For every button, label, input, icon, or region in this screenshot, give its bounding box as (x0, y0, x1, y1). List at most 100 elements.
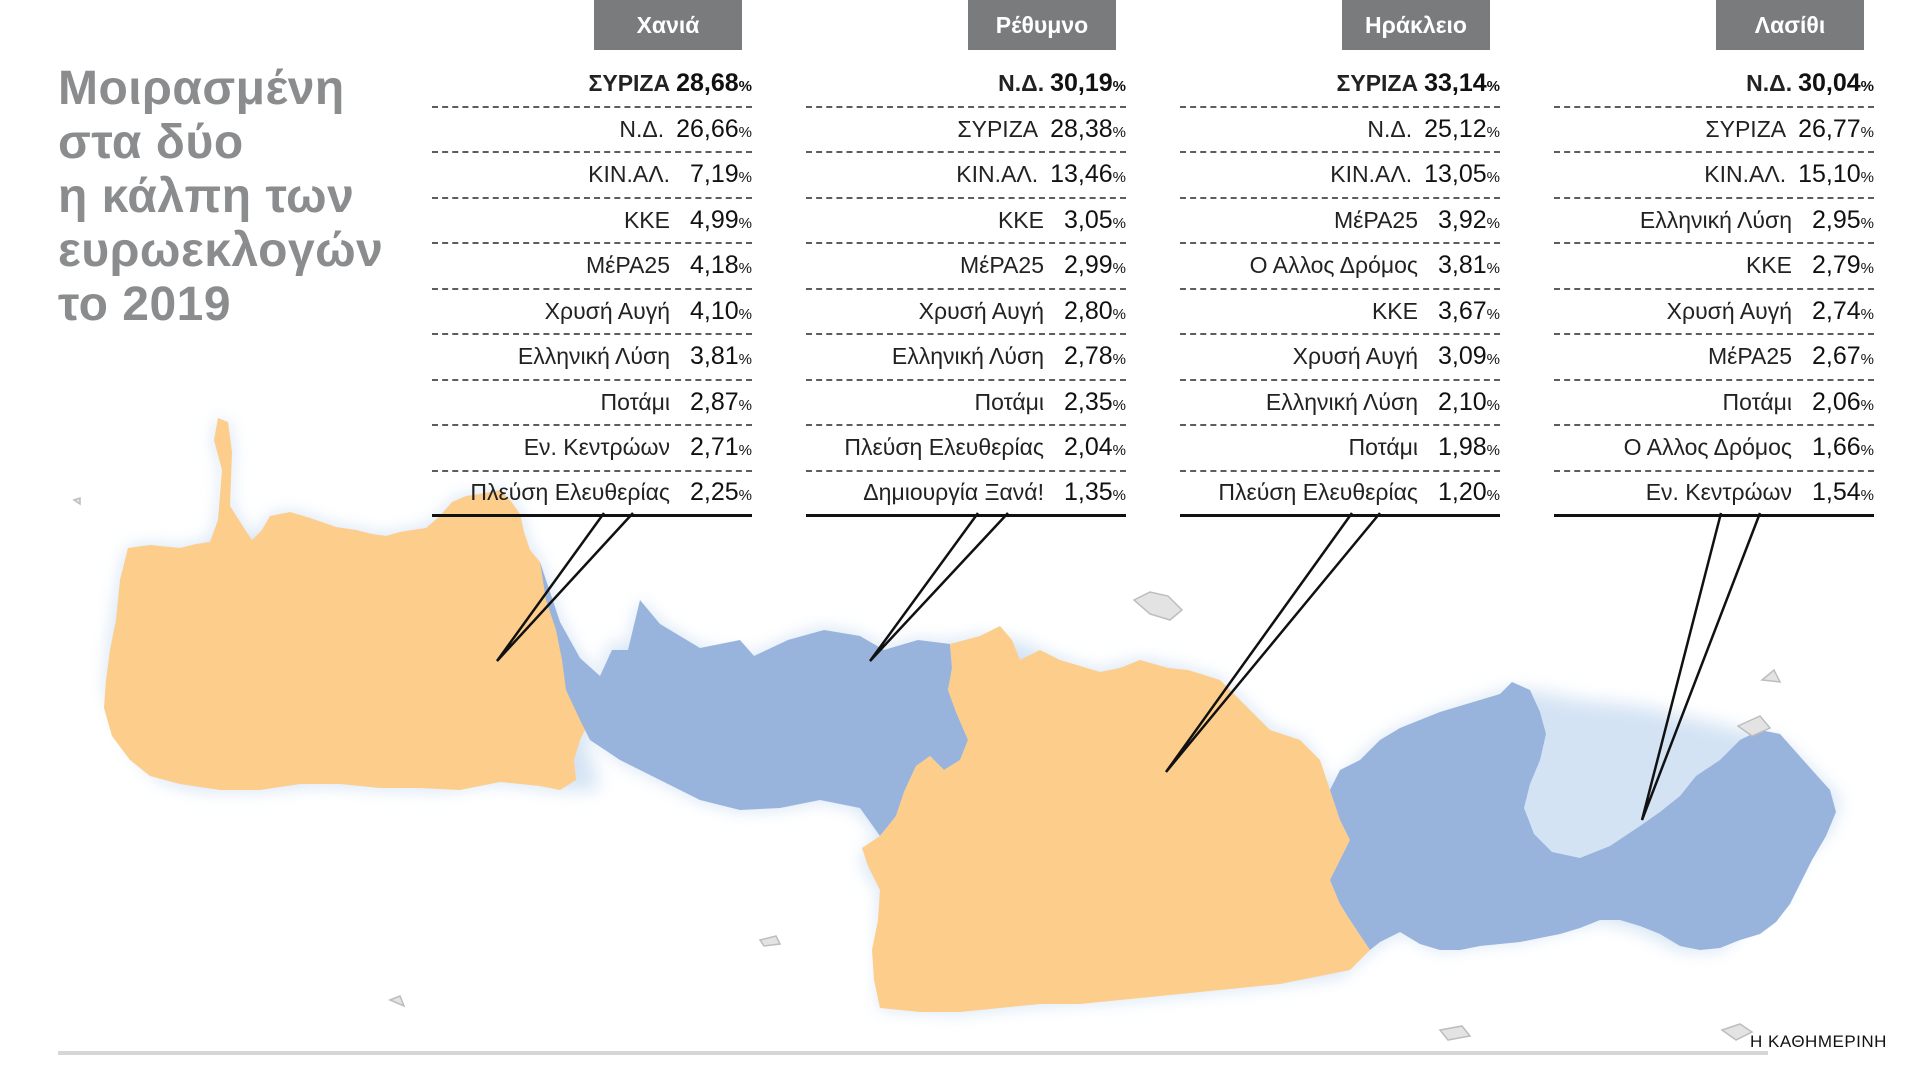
result-row: Πλεύση Ελευθερίας 2,25% (432, 472, 752, 517)
result-row: Πλεύση Ελευθερίας 2,04% (806, 426, 1126, 472)
result-row: ΜέΡΑ25 4,18% (432, 244, 752, 290)
result-row: Ελληνική Λύση 2,95% (1554, 199, 1874, 244)
result-row: Ελληνική Λύση 2,78% (806, 335, 1126, 381)
result-row: Ν.Δ. 30,19% (806, 62, 1126, 108)
party-percentage: 2,99% (1056, 251, 1126, 280)
percentage-value: 1,66 (1811, 433, 1861, 462)
islets (72, 496, 1782, 1041)
party-name: Πλεύση Ελευθερίας (1218, 479, 1418, 506)
party-percentage: 2,10% (1430, 388, 1500, 417)
percentage-value: 3,67 (1437, 296, 1487, 325)
result-row: Ο Αλλος Δρόμος 1,66% (1554, 426, 1874, 472)
result-row: Εν. Κεντρώων 2,71% (432, 426, 752, 472)
party-percentage: 1,35% (1056, 478, 1126, 507)
percent-sign: % (738, 487, 752, 505)
party-name: Δημιουργία Ξανά! (863, 479, 1044, 506)
party-name: Ν.Δ. (998, 70, 1045, 97)
party-name: ΣΥΡΙΖΑ (957, 115, 1039, 142)
party-percentage: 2,87% (682, 388, 752, 417)
result-row: Ν.Δ. 26,66% (432, 108, 752, 153)
party-name: ΣΥΡΙΖΑ (1705, 115, 1787, 142)
percentage-value: 1,20 (1437, 478, 1487, 507)
percent-sign: % (1486, 305, 1500, 323)
percent-sign: % (738, 214, 752, 232)
percent-sign: % (738, 78, 752, 96)
percentage-value: 7,19 (689, 160, 739, 189)
party-percentage: 1,98% (1430, 433, 1500, 462)
party-percentage: 2,35% (1056, 388, 1126, 417)
percent-sign: % (1112, 351, 1126, 369)
party-percentage: 2,79% (1804, 251, 1874, 280)
percent-sign: % (1486, 351, 1500, 369)
party-percentage: 3,81% (1430, 251, 1500, 280)
percentage-value: 3,81 (1437, 251, 1487, 280)
percentage-value: 3,05 (1063, 205, 1113, 234)
party-name: ΚΚΕ (997, 206, 1044, 233)
percent-sign: % (1860, 487, 1874, 505)
percentage-value: 13,05 (1424, 160, 1487, 189)
party-name: Ποτάμι (1722, 388, 1793, 415)
region-header: Λασίθι (1716, 0, 1864, 50)
percent-sign: % (1486, 396, 1500, 414)
percentage-value: 13,46 (1050, 160, 1113, 189)
percentage-value: 2,67 (1811, 342, 1861, 371)
party-percentage: 3,67% (1430, 297, 1500, 326)
results-table: Ν.Δ. 30,04% ΣΥΡΙΖΑ 26,77% ΚΙΝ.ΑΛ. 15,10% Ελλην… (1554, 62, 1874, 517)
percent-sign: % (1112, 260, 1126, 278)
result-row: Δημιουργία Ξανά! 1,35% (806, 472, 1126, 517)
title-line: στα δύο (58, 116, 244, 169)
publisher-logo: Η ΚΑΘΗΜΕΡΙΝΗ (1750, 1032, 1887, 1051)
percent-sign: % (738, 260, 752, 278)
results-table: ΣΥΡΙΖΑ 33,14% Ν.Δ. 25,12% ΚΙΝ.ΑΛ. 13,05% ΜέΡΑ2… (1180, 62, 1500, 517)
party-percentage: 2,25% (682, 478, 752, 507)
percent-sign: % (1486, 169, 1500, 187)
result-row: Ποτάμι 1,98% (1180, 426, 1500, 472)
percentage-value: 26,77 (1798, 114, 1861, 143)
percentage-value: 1,54 (1811, 478, 1861, 507)
party-percentage: 30,19% (1050, 69, 1126, 98)
percent-sign: % (1112, 396, 1126, 414)
party-percentage: 1,54% (1804, 478, 1874, 507)
percent-sign: % (738, 123, 752, 141)
party-name: Πλεύση Ελευθερίας (844, 434, 1044, 461)
percentage-value: 2,10 (1437, 387, 1487, 416)
party-name: ΣΥΡΙΖΑ (1336, 70, 1419, 97)
leader-heraklion (1164, 512, 1381, 773)
party-percentage: 28,68% (676, 69, 752, 98)
party-name: Εν. Κεντρώων (1645, 479, 1792, 506)
result-row: Χρυσή Αυγή 2,80% (806, 290, 1126, 335)
result-row: Ποτάμι 2,87% (432, 381, 752, 426)
region-rethymno (540, 562, 968, 836)
party-name: Ελληνική Λύση (891, 343, 1044, 370)
result-row: ΜέΡΑ25 2,67% (1554, 335, 1874, 381)
party-percentage: 3,81% (682, 342, 752, 371)
percent-sign: % (1112, 169, 1126, 187)
percentage-value: 3,81 (689, 342, 739, 371)
party-percentage: 26,66% (676, 115, 752, 144)
party-name: Ο Αλλος Δρόμος (1623, 434, 1792, 461)
leader-lasithi (1640, 512, 1762, 821)
party-percentage: 4,99% (682, 206, 752, 235)
map-title: Μοιρασμένη στα δύο η κάλπη των ευρωεκλογ… (58, 62, 438, 332)
percentage-value: 15,10 (1798, 160, 1861, 189)
percentage-value: 33,14 (1424, 69, 1487, 98)
percentage-value: 30,04 (1798, 69, 1861, 98)
percentage-value: 30,19 (1050, 69, 1113, 98)
percent-sign: % (738, 351, 752, 369)
party-name: Χρυσή Αυγή (544, 297, 670, 324)
party-name: Ελληνική Λύση (1639, 206, 1792, 233)
result-row: ΣΥΡΙΖΑ 28,38% (806, 108, 1126, 153)
percent-sign: % (1486, 487, 1500, 505)
party-percentage: 1,66% (1804, 433, 1874, 462)
result-row: ΚΚΕ 4,99% (432, 199, 752, 244)
percentage-value: 2,04 (1063, 433, 1113, 462)
region-lasithi (1330, 682, 1836, 950)
party-name: Ελληνική Λύση (517, 343, 670, 370)
result-row: Χρυσή Αυγή 3,09% (1180, 335, 1500, 381)
percentage-value: 2,78 (1063, 342, 1113, 371)
result-row: Χρυσή Αυγή 4,10% (432, 290, 752, 335)
footer-rule (58, 1051, 1768, 1055)
percent-sign: % (738, 396, 752, 414)
result-row: Ν.Δ. 25,12% (1180, 108, 1500, 153)
party-name: ΚΙΝ.ΑΛ. (1704, 161, 1787, 188)
